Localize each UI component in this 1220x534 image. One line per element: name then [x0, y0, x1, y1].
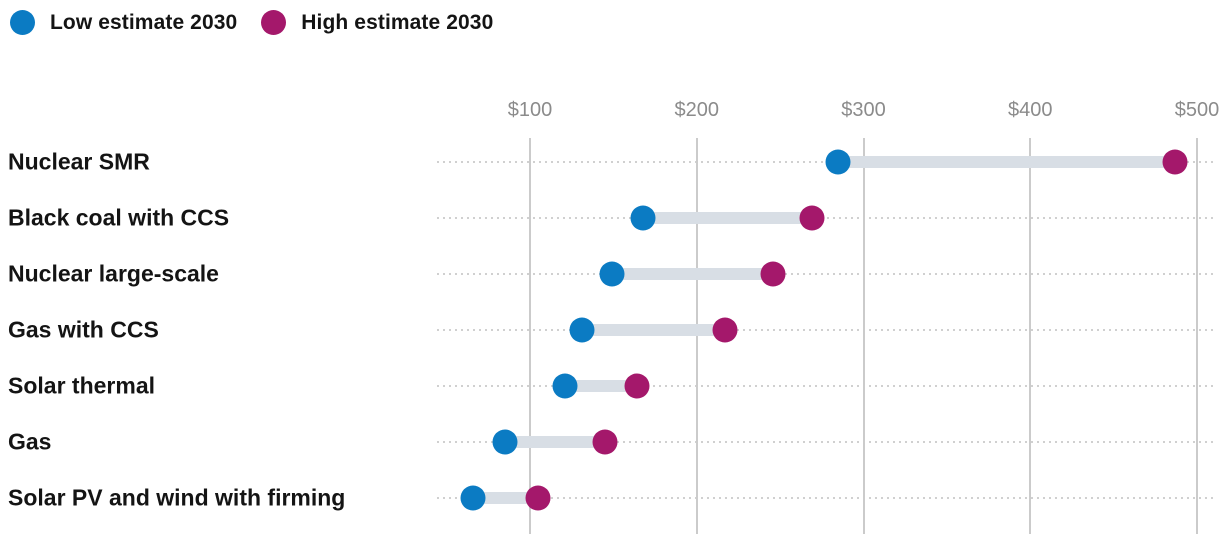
legend-item-high: High estimate 2030: [261, 10, 493, 35]
high-estimate-dot-icon: [261, 10, 287, 35]
x-axis-tick-label: $400: [1008, 99, 1053, 121]
category-label: Gas: [8, 428, 52, 455]
gridline-$200: [695, 138, 698, 534]
row-dotted-line: [437, 497, 1213, 499]
row-dotted-line: [437, 441, 1213, 443]
range-connector-bar: [473, 492, 539, 504]
range-connector-bar: [838, 156, 1176, 168]
row-dotted-line: [437, 161, 1213, 163]
category-label: Solar PV and wind with firming: [8, 484, 346, 511]
low-estimate-dot: [630, 205, 656, 231]
row-dotted-line: [437, 329, 1213, 331]
gridline-$400: [1029, 138, 1032, 534]
range-connector-bar: [581, 324, 726, 336]
legend: Low estimate 2030 High estimate 2030: [10, 10, 493, 35]
high-estimate-dot: [624, 373, 650, 399]
range-connector-bar: [565, 380, 637, 392]
x-axis-tick-label: $200: [674, 99, 720, 121]
row-dotted-line: [437, 217, 1213, 219]
x-axis-tick-label: $500: [1174, 99, 1220, 121]
high-estimate-dot: [592, 429, 618, 455]
category-label: Nuclear SMR: [8, 148, 150, 175]
gridline-$500: [1196, 138, 1198, 534]
category-label: Gas with CCS: [8, 316, 159, 343]
high-estimate-dot: [525, 485, 551, 511]
category-label: Solar thermal: [8, 372, 155, 399]
high-estimate-dot: [712, 317, 738, 343]
row-dotted-line: [437, 385, 1213, 387]
category-label: Black coal with CCS: [8, 204, 230, 231]
low-estimate-dot: [460, 485, 486, 511]
low-estimate-dot: [569, 317, 595, 343]
high-estimate-dot: [760, 261, 786, 287]
x-axis-tick-label: $300: [841, 99, 886, 121]
low-estimate-dot: [492, 429, 518, 455]
gridline-$300: [862, 138, 865, 534]
range-connector-bar: [611, 268, 774, 280]
high-estimate-dot: [799, 205, 825, 231]
x-axis-tick-label: $100: [507, 99, 553, 121]
high-estimate-dot: [1162, 149, 1188, 175]
category-label: Nuclear large-scale: [8, 260, 219, 287]
gridline-$100: [529, 138, 531, 534]
legend-label-high: High estimate 2030: [301, 10, 494, 34]
legend-label-low: Low estimate 2030: [50, 10, 238, 34]
range-connector-bar: [504, 436, 606, 448]
row-dotted-line: [437, 273, 1213, 275]
low-estimate-dot: [552, 373, 578, 399]
low-estimate-dot: [599, 261, 625, 287]
low-estimate-dot: [825, 149, 851, 175]
low-estimate-dot-icon: [10, 10, 35, 35]
legend-item-low: Low estimate 2030: [10, 10, 237, 35]
range-connector-bar: [643, 212, 812, 224]
